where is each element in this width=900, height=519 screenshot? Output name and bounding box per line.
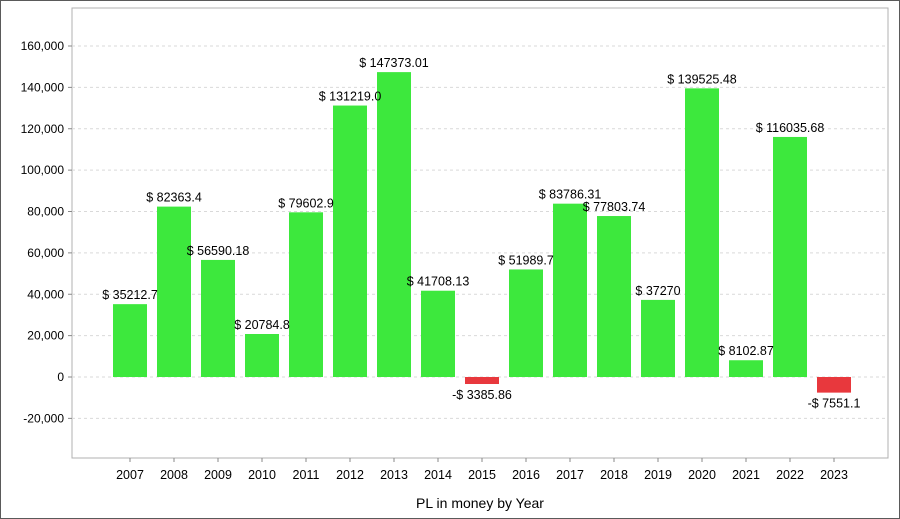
y-tick-label: 60,000 — [27, 246, 64, 260]
bar-2012 — [333, 105, 367, 377]
x-tick-label-2019: 2019 — [644, 468, 672, 482]
bar-2020 — [685, 88, 719, 378]
y-axis-ticks: -20,000 0 20,000 40,000 60,000 80,000 100,000 1… — [21, 39, 72, 425]
data-labels: $ 35212.7 $ 82363.4 $ 56590.18 $ 20784.8 $ 7… — [102, 56, 860, 410]
x-tick-label-2015: 2015 — [468, 468, 496, 482]
data-label-2007: $ 35212.7 — [102, 288, 158, 302]
x-tick-label-2007: 2007 — [116, 468, 144, 482]
y-tick-label: 160,000 — [21, 39, 65, 53]
data-label-2021: $ 8102.87 — [718, 344, 774, 358]
bar-2013 — [377, 72, 411, 378]
data-label-2017: $ 83786.31 — [539, 188, 602, 202]
x-tick-label-2017: 2017 — [556, 468, 584, 482]
x-axis-ticks: 2007 2008 2009 2010 2011 2012 2013 2014 2015 2016… — [116, 458, 848, 482]
data-label-2023: -$ 7551.1 — [808, 397, 861, 411]
x-tick-label-2023: 2023 — [820, 468, 848, 482]
x-tick-label-2010: 2010 — [248, 468, 276, 482]
x-tick-label-2011: 2011 — [293, 468, 320, 482]
bar-2016 — [509, 269, 543, 377]
data-label-2010: $ 20784.8 — [234, 318, 290, 332]
bar-2022 — [773, 136, 807, 377]
data-label-2016: $ 51989.7 — [498, 253, 554, 267]
bar-2008 — [157, 206, 191, 377]
bar-2018 — [597, 216, 631, 377]
x-tick-label-2022: 2022 — [776, 468, 804, 482]
bar-2009 — [201, 259, 235, 377]
bar-2021 — [729, 360, 763, 377]
bar-2017 — [553, 203, 587, 377]
y-tick-label: 0 — [57, 370, 64, 384]
x-tick-label-2016: 2016 — [512, 468, 540, 482]
y-tick-label: 140,000 — [21, 80, 65, 94]
bar-2010 — [245, 334, 279, 377]
data-label-2013: $ 147373.01 — [359, 56, 429, 70]
bar-2015 — [465, 377, 499, 385]
x-tick-label-2008: 2008 — [160, 468, 188, 482]
x-tick-label-2014: 2014 — [424, 468, 452, 482]
x-tick-label-2012: 2012 — [336, 468, 364, 482]
data-label-2008: $ 82363.4 — [146, 191, 202, 205]
bars — [113, 72, 851, 393]
bar-2014 — [421, 290, 455, 377]
y-tick-label: 100,000 — [21, 163, 65, 177]
bar-2011 — [289, 212, 323, 377]
data-label-2009: $ 56590.18 — [187, 244, 250, 258]
data-label-2022: $ 116035.68 — [756, 121, 825, 135]
y-tick-label: -20,000 — [23, 411, 64, 425]
x-axis-title: PL in money by Year — [416, 495, 544, 511]
data-label-2020: $ 139525.48 — [667, 72, 737, 86]
bar-2007 — [113, 304, 147, 377]
bar-2023 — [817, 377, 851, 393]
y-tick-label: 120,000 — [21, 122, 65, 136]
y-tick-label: 80,000 — [27, 205, 64, 219]
x-tick-label-2009: 2009 — [204, 468, 232, 482]
data-label-2012: $ 131219.0 — [319, 90, 382, 104]
y-tick-label: 40,000 — [27, 287, 64, 301]
data-label-2014: $ 41708.13 — [407, 275, 470, 289]
y-tick-label: 20,000 — [27, 329, 64, 343]
data-label-2015: -$ 3385.86 — [452, 388, 512, 402]
x-tick-label-2013: 2013 — [380, 468, 408, 482]
x-tick-label-2018: 2018 — [600, 468, 628, 482]
bar-2019 — [641, 299, 675, 377]
data-label-2011: $ 79602.9 — [278, 196, 334, 210]
x-tick-label-2020: 2020 — [688, 468, 716, 482]
data-label-2019: $ 37270 — [635, 284, 680, 298]
data-label-2018: $ 77803.74 — [583, 200, 646, 214]
x-tick-label-2021: 2021 — [732, 468, 760, 482]
